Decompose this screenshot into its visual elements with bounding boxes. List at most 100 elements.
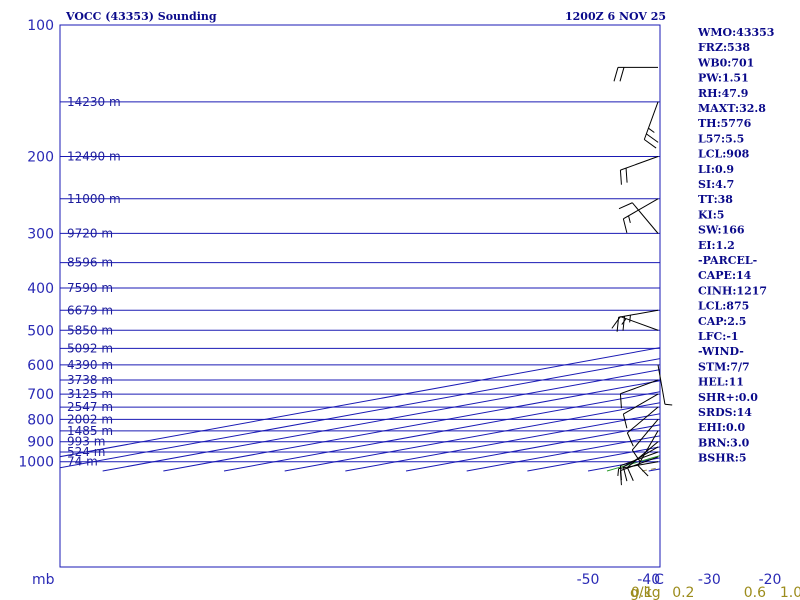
height-label: 3125 m [67, 387, 113, 401]
height-label: 9720 m [67, 226, 113, 240]
plot-frame [59, 24, 661, 568]
index-item: LCL:908 [698, 148, 750, 161]
height-label: 12490 m [67, 149, 121, 163]
wind-barb [657, 364, 673, 406]
index-item: CAPE:14 [698, 269, 752, 282]
height-label: 993 m [67, 435, 105, 449]
isotherm [223, 391, 660, 472]
height-label: 5850 m [67, 323, 113, 337]
index-item: LI:0.9 [698, 163, 734, 176]
index-item: EI:1.2 [698, 239, 735, 252]
index-item: PW:1.51 [698, 72, 749, 85]
pressure-tick-label: 500 [27, 323, 54, 339]
mixing-ratio-label: 0.2 [672, 585, 694, 600]
index-item: BSHR:5 [698, 452, 747, 465]
wind-barb [637, 430, 659, 477]
pressure-tick-label: 100 [27, 18, 54, 34]
mixing-ratio-label: 0.1 [631, 585, 653, 600]
wind-barbs [611, 66, 673, 486]
index-item: WMO:43353 [697, 26, 774, 39]
wind-barb [619, 379, 659, 409]
index-item: LFC:-1 [698, 330, 739, 343]
wind-barb [618, 202, 659, 234]
index-item: WB0:701 [697, 56, 754, 69]
temperature-unit-label: C [654, 572, 664, 588]
height-label: 524 m [67, 445, 105, 459]
isotherm [770, 15, 800, 471]
index-item: SW:166 [698, 224, 745, 237]
wind-barb [622, 393, 659, 429]
chart-valid-time: 1200Z 6 NOV 25 [565, 10, 666, 23]
wind-barb [613, 66, 658, 82]
height-label: 5092 m [67, 341, 113, 355]
isotherm [60, 358, 660, 469]
wind-barb [631, 419, 659, 463]
wind-barb [622, 446, 659, 482]
index-item: BRN:3.0 [698, 436, 750, 449]
pressure-tick-label: 600 [27, 358, 54, 374]
index-item: EHI:0.0 [698, 421, 745, 434]
height-label: 74 m [67, 455, 98, 469]
index-item: -PARCEL- [698, 254, 757, 267]
mixing-ratio-label: 0.6 [744, 585, 766, 600]
isotherm [527, 446, 660, 472]
height-label: 2547 m [67, 400, 113, 414]
temperature-tick-label: -30 [698, 572, 721, 588]
pressure-tick-label: 800 [27, 412, 54, 428]
index-item: SHR+:0.0 [698, 391, 758, 404]
temperature-tick-label: -40 [637, 572, 660, 588]
pressure-tick-label: 300 [27, 226, 54, 242]
pressure-tick-label: 1000 [18, 455, 54, 471]
height-label: 8596 m [67, 256, 113, 270]
moist-adiabat [770, 157, 800, 472]
index-item: CINH:1217 [698, 284, 767, 297]
wind-barb [626, 441, 659, 481]
index-item: FRZ:538 [698, 41, 750, 54]
index-item: TH:5776 [698, 117, 752, 130]
isotherm [60, 347, 660, 458]
wind-barb [619, 155, 659, 185]
index-item: LCL:875 [698, 300, 749, 313]
axis-labels: 100 200 300 400 500 600 700 800 900 1000 mb -50 -40 -… [18, 18, 800, 600]
mixing-ratio-unit-label: g/kg [630, 585, 661, 600]
height-label: 1485 m [67, 424, 113, 438]
height-label: 3738 m [67, 373, 113, 387]
index-item: STM:7/7 [698, 360, 750, 373]
pressure-unit-label: mb [32, 572, 55, 588]
wind-barb [622, 198, 659, 234]
index-item: HEL:11 [698, 376, 744, 389]
mixing-ratio-line [755, 288, 800, 471]
background-grid [60, 15, 800, 472]
isotherm [587, 457, 660, 472]
mixing-ratio-label: 1.0 [780, 585, 800, 600]
index-item: KI:5 [698, 208, 724, 221]
index-item: CAP:2.5 [698, 315, 746, 328]
pressure-tick-label: 900 [27, 435, 54, 451]
moist-adiabat [740, 157, 800, 472]
pressure-tick-label: 200 [27, 149, 54, 165]
temperature-tick-label: -20 [759, 572, 782, 588]
wind-barb [643, 101, 659, 149]
height-label: 11000 m [67, 192, 121, 206]
index-item: SRDS:14 [698, 406, 752, 419]
height-label: 6679 m [67, 303, 113, 317]
stability-indices: WMO:43353 FRZ:538 WB0:701 PW:1.51 RH:47.9 MAX… [697, 26, 774, 465]
wind-barb [626, 406, 659, 447]
dry-adiabat [792, 25, 800, 471]
index-item: MAXT:32.8 [698, 102, 766, 115]
pressure-tick-label: 400 [27, 281, 54, 297]
isotherm [163, 380, 660, 472]
index-item: L57:5.5 [698, 132, 744, 145]
wind-barb [619, 451, 659, 481]
height-label: 4390 m [67, 358, 113, 372]
index-item: -WIND- [698, 345, 744, 358]
index-item: TT:38 [698, 193, 733, 206]
chart-title: VOCC (43353) Sounding [65, 10, 217, 23]
height-label: 2002 m [67, 412, 113, 426]
temperature-tick-label: -50 [577, 572, 600, 588]
isotherm [102, 369, 660, 472]
wind-barb [616, 309, 659, 332]
height-label: 14230 m [67, 95, 121, 109]
index-item: SI:4.7 [698, 178, 734, 191]
